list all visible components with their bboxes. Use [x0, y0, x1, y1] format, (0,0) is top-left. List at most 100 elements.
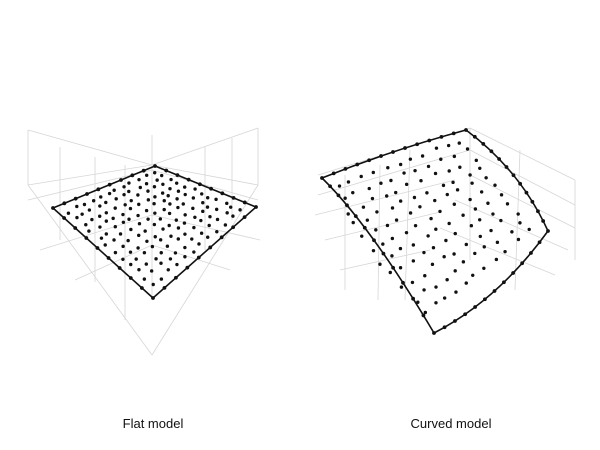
curved-interior-point	[379, 181, 383, 185]
flat-interior-point	[145, 239, 149, 243]
flat-boundary-point	[96, 187, 101, 192]
curved-boundary-point	[411, 296, 416, 301]
curved-grid-line-12	[514, 149, 521, 291]
flat-interior-point	[121, 244, 125, 249]
curved-interior-point	[411, 259, 416, 263]
curved-interior-point	[423, 274, 427, 278]
curved-boundary-point	[520, 261, 525, 266]
flat-grid-line-1	[27, 129, 153, 166]
flat-interior-point	[176, 205, 180, 210]
flat-interior-point	[168, 202, 172, 206]
flat-surface-points	[51, 164, 258, 300]
flat-interior-point	[174, 218, 179, 222]
curved-interior-point	[425, 191, 429, 195]
flat-boundary-point	[220, 191, 225, 196]
flat-interior-point	[166, 268, 170, 272]
flat-edge-2	[52, 207, 154, 299]
flat-interior-point	[98, 204, 102, 208]
curved-boundary-point	[391, 265, 396, 270]
flat-interior-point	[165, 244, 170, 248]
flat-interior-point	[122, 192, 126, 197]
curved-interior-point	[470, 181, 474, 185]
curved-interior-point	[468, 197, 472, 202]
flat-interior-point	[75, 204, 79, 209]
curved-interior-point	[433, 198, 437, 203]
flat-interior-point	[191, 206, 195, 211]
curved-interior-point	[461, 260, 466, 264]
curved-grid-line-6	[469, 149, 576, 206]
curved-boundary-point	[502, 280, 506, 285]
flat-interior-point	[152, 185, 157, 189]
flat-interior-point	[238, 208, 242, 212]
flat-interior-point	[129, 227, 133, 232]
curved-edge-bottom	[433, 230, 549, 334]
curved-boundary-point	[464, 128, 468, 132]
curved-interior-point	[499, 193, 504, 197]
curved-boundary-point	[453, 319, 457, 323]
flat-interior-point	[87, 229, 91, 233]
curved-boundary-point	[530, 199, 535, 204]
flat-interior-point	[144, 181, 149, 186]
curved-interior-point	[469, 224, 474, 228]
curved-interior-point	[359, 174, 363, 179]
flat-interior-point	[113, 250, 118, 255]
curved-interior-point	[346, 212, 350, 216]
curved-interior-point	[434, 227, 438, 231]
curved-boundary-point	[481, 142, 486, 146]
flat-interior-point	[121, 220, 126, 225]
flat-interior-point	[104, 232, 109, 236]
flat-interior-point	[123, 203, 127, 207]
flat-interior-point	[127, 181, 131, 185]
flat-interior-point	[167, 223, 171, 228]
curved-interior-point	[444, 238, 448, 243]
curved-boundary-point	[518, 181, 523, 186]
curved-interior-point	[445, 278, 449, 282]
flat-interior-point	[84, 223, 88, 227]
curved-grid-line-3	[324, 211, 441, 241]
flat-interior-point	[80, 212, 84, 216]
curved-grid-line-5	[469, 127, 576, 181]
flat-interior-point	[207, 223, 211, 228]
flat-grid-line-7	[27, 164, 153, 186]
flat-boundary-point	[141, 168, 146, 173]
flat-interior-point	[200, 192, 204, 196]
curved-interior-point	[413, 168, 417, 173]
flat-interior-point	[104, 200, 108, 205]
flat-interior-point	[146, 217, 150, 221]
flat-interior-point	[183, 255, 187, 259]
curved-interior-point	[478, 166, 482, 170]
flat-boundary-point	[62, 201, 67, 206]
flat-interior-point	[134, 257, 138, 261]
flat-boundary-point	[151, 296, 155, 300]
curved-interior-point	[452, 202, 457, 206]
flat-boundary-point	[209, 186, 214, 191]
flat-interior-point	[162, 199, 166, 203]
curved-boundary-point	[439, 134, 444, 139]
curved-interior-point	[418, 205, 422, 209]
curved-interior-point	[378, 262, 382, 266]
flat-interior-point	[150, 244, 155, 249]
curved-interior-point	[412, 195, 417, 200]
curved-boundary-point	[546, 229, 550, 233]
curved-interior-point	[398, 246, 403, 251]
flat-interior-point	[128, 250, 133, 254]
flat-interior-point	[183, 192, 187, 197]
curved-interior-point	[385, 194, 389, 198]
curved-interior-point	[390, 206, 395, 210]
curved-interior-point	[408, 211, 413, 215]
curved-interior-point	[465, 147, 470, 151]
curved-interior-point	[398, 162, 403, 167]
curved-grid-line-7	[469, 174, 576, 229]
flat-boundary-point	[84, 236, 89, 240]
curved-interior-point	[375, 210, 379, 214]
flat-interior-point	[174, 181, 179, 185]
flat-interior-point	[159, 261, 163, 265]
flat-interior-point	[215, 217, 220, 222]
flat-interior-point	[158, 217, 163, 221]
curved-interior-point	[510, 230, 514, 234]
flat-interior-point	[144, 262, 148, 266]
curved-boundary-point	[524, 190, 529, 195]
flat-interior-point	[183, 232, 187, 236]
flat-interior-point	[136, 213, 140, 218]
curved-grid-line-1	[317, 149, 471, 196]
